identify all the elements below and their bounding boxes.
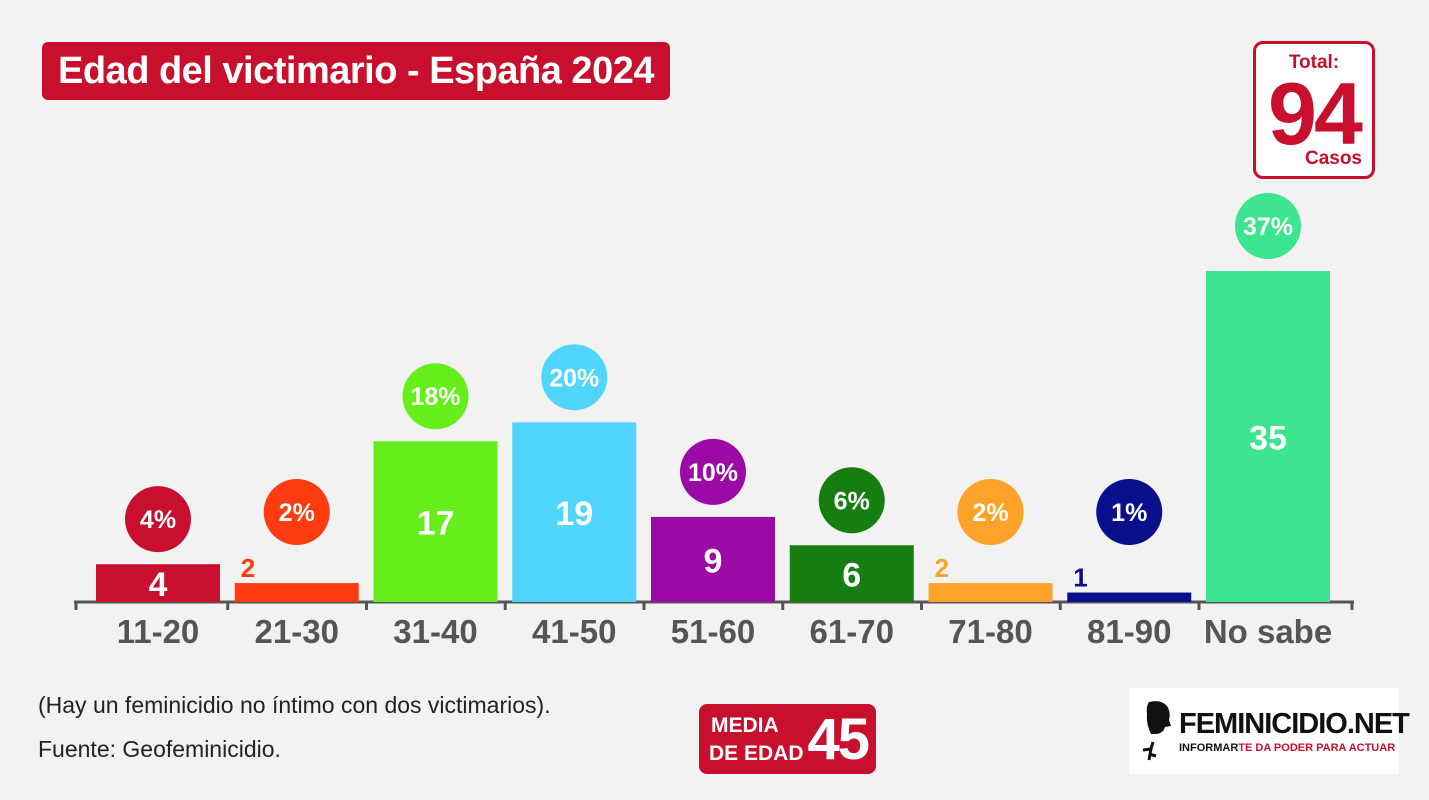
percent-bubble: [680, 438, 746, 505]
category-label: No sabe: [1204, 613, 1332, 650]
percent-bubble: [1096, 479, 1163, 545]
chart-title-box: Edad del victimario - España 2024: [42, 42, 670, 100]
median-age-label-line1: MEDIA: [711, 714, 779, 737]
category-label: 31-40: [393, 613, 477, 650]
bar-value-label: 2: [241, 553, 255, 583]
category-label: 51-60: [671, 613, 755, 650]
total-label: Total:: [1288, 52, 1340, 73]
bar-value-label: 35: [1249, 420, 1287, 458]
total-cases-box: Total: 94 Casos: [1253, 41, 1375, 179]
percent-bubble: [541, 344, 608, 411]
logo-tagline-part1: INFORMAR: [1179, 742, 1239, 754]
percent-label: 37%: [1243, 213, 1293, 241]
percent-bubble: [818, 467, 885, 534]
bar-chart: 4 4% 11-20 2 2% 21-30 17 18% 31-40 19 20% 41-50 9 10%…: [74, 193, 1354, 650]
bar: [789, 545, 914, 602]
median-age-value: 45: [807, 707, 869, 772]
percent-label: 6%: [834, 487, 870, 515]
bar-value-label: 17: [417, 505, 455, 543]
category-label: 11-20: [117, 613, 200, 650]
total-unit: Casos: [1304, 148, 1362, 169]
percent-bubble: [1235, 193, 1301, 259]
bar: [1206, 271, 1330, 602]
chart-title: Edad del victimario - España 2024: [58, 49, 654, 92]
footnote-source: Fuente: Geofeminicidio.: [38, 736, 281, 762]
bar-value-label: 9: [704, 542, 723, 580]
bar-value-label: 4: [149, 566, 168, 604]
bar-value-label: 19: [555, 495, 593, 533]
percent-bubble: [125, 486, 191, 553]
logo-tagline: INFORMARTE DA PODER PARA ACTUAR: [1179, 742, 1395, 754]
median-age-box: MEDIA DE EDAD 45: [699, 704, 876, 774]
percent-label: 2%: [972, 499, 1008, 527]
bar: [1067, 592, 1192, 602]
percent-label: 4%: [140, 506, 176, 534]
bar: [651, 516, 775, 602]
percent-label: 10%: [688, 459, 738, 487]
bar: [512, 422, 637, 602]
total-value: 94: [1268, 64, 1363, 163]
percent-bubble: [957, 479, 1024, 545]
percent-label: 2%: [279, 499, 315, 527]
logo-tagline-part2: TE DA PODER PARA ACTUAR: [1238, 742, 1396, 754]
category-label: 81-90: [1087, 613, 1171, 650]
bar-value-label: 2: [935, 553, 949, 583]
percent-label: 18%: [410, 383, 460, 411]
median-age-label-line2: DE EDAD: [709, 742, 804, 765]
percent-bubble: [402, 363, 469, 430]
percent-label: 1%: [1111, 499, 1147, 527]
face-silhouette-icon: [1146, 701, 1171, 734]
bar: [373, 441, 498, 602]
percent-label: 20%: [549, 364, 599, 392]
person-icon: [1142, 741, 1157, 761]
category-label: 61-70: [810, 613, 894, 650]
footnote-note: (Hay un feminicidio no íntimo con dos vi…: [38, 692, 551, 718]
bar-value-label: 1: [1073, 563, 1087, 593]
site-logo: FEMINICIDIO.NET INFORMARTE DA PODER PARA…: [1129, 688, 1410, 774]
category-label: 71-80: [948, 613, 1032, 650]
logo-name: FEMINICIDIO.NET: [1179, 708, 1410, 740]
category-label: 21-30: [255, 613, 339, 650]
bar-value-label: 6: [842, 557, 861, 595]
bar: [928, 583, 1053, 602]
bar: [96, 564, 220, 602]
bar: [234, 583, 359, 602]
percent-bubble: [263, 479, 330, 545]
category-label: 41-50: [532, 613, 616, 650]
